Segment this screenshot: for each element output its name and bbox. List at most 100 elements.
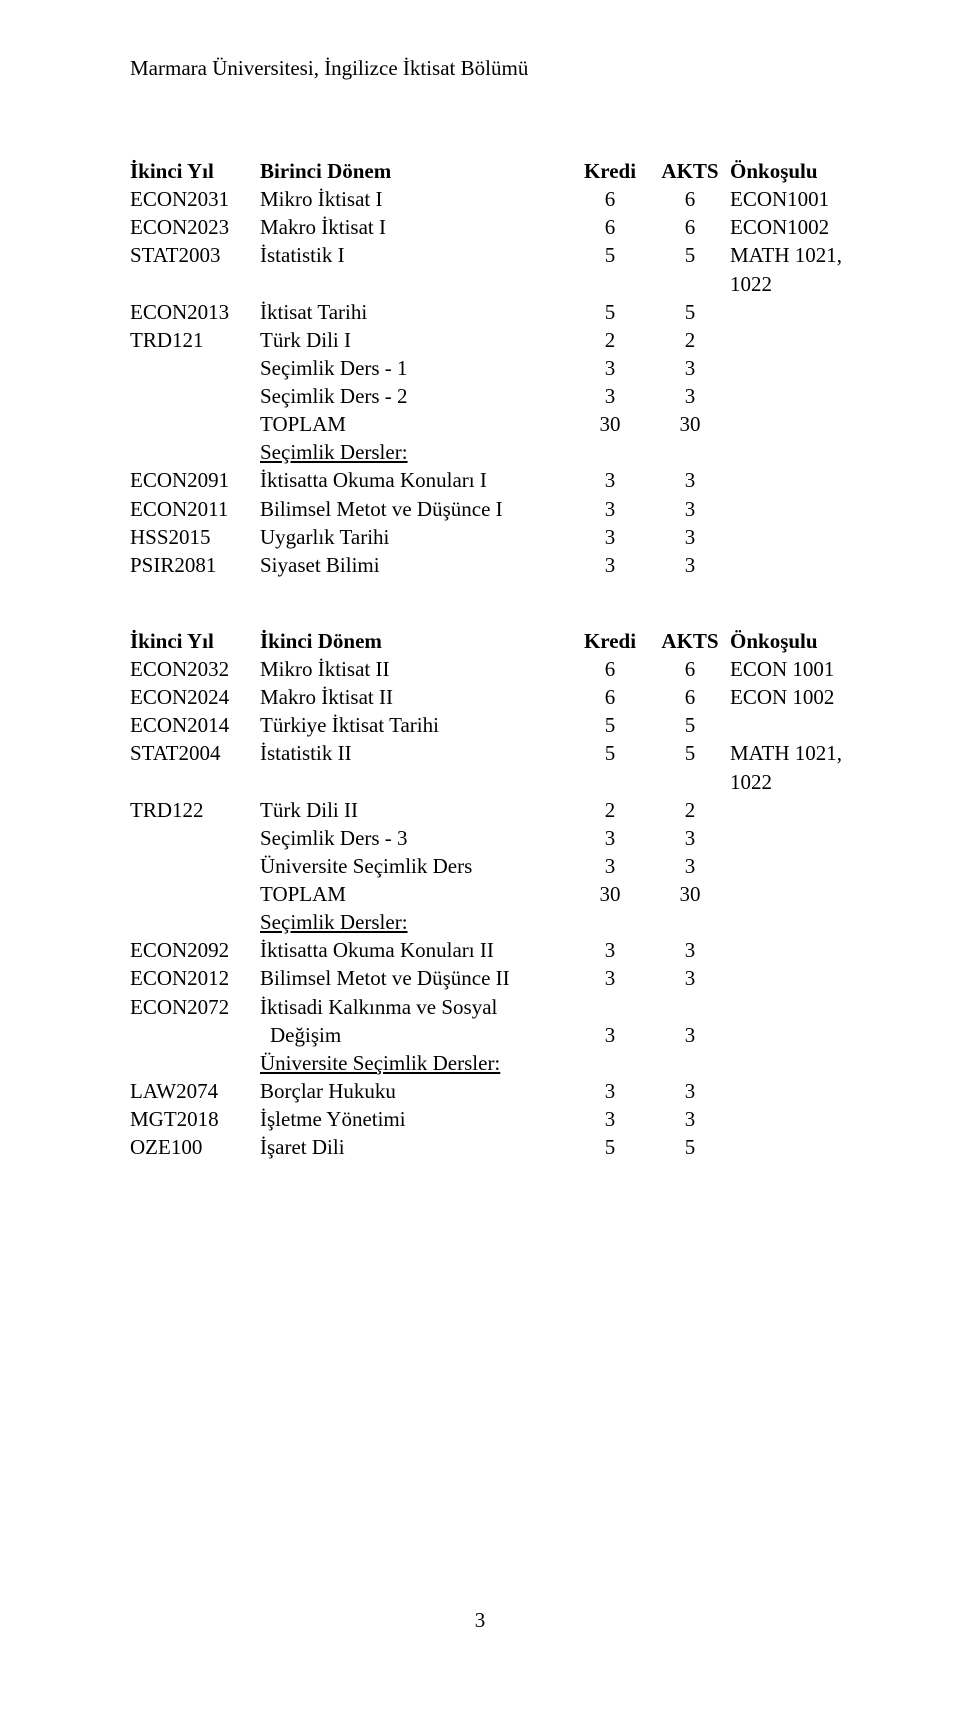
cell-code: TRD122 [130,796,260,824]
cell-akts: 6 [650,185,730,213]
page-number: 3 [0,1608,960,1633]
table-row: ECON2032Mikro İktisat II66ECON 1001 [130,655,850,683]
cell-akts: 5 [650,298,730,326]
table-row: ECON2011Bilimsel Metot ve Düşünce I33 [130,495,850,523]
cell-prereq: ECON 1001 [730,655,850,683]
cell-akts: 3 [650,824,730,852]
cell-prereq: ECON 1002 [730,683,850,711]
university-elective-heading: Üniversite Seçimlik Dersler: [260,1049,570,1077]
table-row: ECON2072 İktisadi Kalkınma ve Sosyal [130,993,850,1021]
cell-code: LAW2074 [130,1077,260,1105]
head-code: İkinci Yıl [130,157,260,185]
cell-name: İktisadi Kalkınma ve Sosyal [260,993,570,1021]
cell-akts: 5 [650,1133,730,1161]
head-name: İkinci Dönem [260,627,570,655]
cell-name: Türkiye İktisat Tarihi [260,711,570,739]
cell-code: ECON2072 [130,993,260,1021]
table-head-row: İkinci Yıl Birinci Dönem Kredi AKTS Önko… [130,157,850,185]
table-row-continuation: Değişim 3 3 [130,1021,850,1049]
cell-kredi: 2 [570,796,650,824]
elective-rows: ECON2092İktisatta Okuma Konuları II33ECO… [130,936,850,992]
table-row: ECON2031Mikro İktisat I66ECON1001 [130,185,850,213]
cell-kredi: 3 [570,466,650,494]
cell-kredi: 30 [570,880,650,908]
cell-akts: 5 [650,739,730,767]
cell-code: PSIR2081 [130,551,260,579]
cell-kredi: 5 [570,1133,650,1161]
cell-code: HSS2015 [130,523,260,551]
head-pre: Önkoşulu [730,627,850,655]
head-name: Birinci Dönem [260,157,570,185]
table-row: LAW2074Borçlar Hukuku33 [130,1077,850,1105]
cell-name: Üniversite Seçimlik Ders [260,852,570,880]
table-row: ECON2014Türkiye İktisat Tarihi55 [130,711,850,739]
cell-akts: 3 [650,466,730,494]
elective-heading-row: Seçimlik Dersler: [130,908,850,936]
cell-kredi: 2 [570,326,650,354]
cell-name: Makro İktisat I [260,213,570,241]
table-row: HSS2015Uygarlık Tarihi33 [130,523,850,551]
cell-name: Mikro İktisat II [260,655,570,683]
head-kredi: Kredi [570,627,650,655]
cell-code: ECON2023 [130,213,260,241]
cell-kredi: 3 [570,1077,650,1105]
cell-code: ECON2091 [130,466,260,494]
table-row: PSIR2081Siyaset Bilimi33 [130,551,850,579]
table-row: Seçimlik Ders - 233 [130,382,850,410]
semester-block-1: İkinci Yıl Birinci Dönem Kredi AKTS Önko… [130,157,850,579]
table-row: Seçimlik Ders - 133 [130,354,850,382]
cell-name: Siyaset Bilimi [260,551,570,579]
cell-akts: 3 [650,1021,730,1049]
table-row: ECON2023Makro İktisat I66ECON1002 [130,213,850,241]
cell-akts: 5 [650,241,730,269]
cell-code: ECON2013 [130,298,260,326]
cell-akts: 30 [650,880,730,908]
cell-code: ECON2012 [130,964,260,992]
cell-name: İstatistik I [260,241,570,269]
table-row: TOPLAM3030 [130,880,850,908]
cell-akts: 6 [650,655,730,683]
elective-rows: ECON2091İktisatta Okuma Konuları I33ECON… [130,466,850,579]
head-kredi: Kredi [570,157,650,185]
cell-kredi: 5 [570,241,650,269]
cell-prereq: ECON1001 [730,185,850,213]
cell-kredi: 3 [570,354,650,382]
table-row: MGT2018İşletme Yönetimi33 [130,1105,850,1133]
cell-name-line2: Değişim [260,1021,570,1049]
cell-name: İktisatta Okuma Konuları II [260,936,570,964]
cell-akts: 3 [650,1077,730,1105]
cell-akts: 3 [650,936,730,964]
cell-kredi: 5 [570,298,650,326]
cell-name: Seçimlik Ders - 1 [260,354,570,382]
cell-kredi: 6 [570,213,650,241]
cell-akts: 3 [650,382,730,410]
cell-name: Seçimlik Ders - 3 [260,824,570,852]
table-head-row: İkinci Yıl İkinci Dönem Kredi AKTS Önkoş… [130,627,850,655]
cell-akts: 3 [650,852,730,880]
cell-name: İktisat Tarihi [260,298,570,326]
cell-kredi: 3 [570,382,650,410]
cell-akts: 3 [650,1105,730,1133]
cell-name: İstatistik II [260,739,570,767]
cell-akts: 3 [650,551,730,579]
cell-akts: 6 [650,683,730,711]
elective-heading: Seçimlik Dersler: [260,908,570,936]
cell-akts: 3 [650,523,730,551]
cell-name: Bilimsel Metot ve Düşünce II [260,964,570,992]
page: Marmara Üniversitesi, İngilizce İktisat … [0,0,960,1719]
cell-akts: 30 [650,410,730,438]
cell-kredi: 3 [570,551,650,579]
cell-code: STAT2004 [130,739,260,767]
cell-kredi: 6 [570,683,650,711]
cell-code: ECON2014 [130,711,260,739]
elective-heading: Seçimlik Dersler: [260,438,570,466]
university-elective-rows: LAW2074Borçlar Hukuku33MGT2018İşletme Yö… [130,1077,850,1161]
page-header: Marmara Üniversitesi, İngilizce İktisat … [130,56,850,81]
cell-code: ECON2092 [130,936,260,964]
cell-prereq: MATH 1021, 1022 [730,241,850,297]
table-row: ECON2024Makro İktisat II66ECON 1002 [130,683,850,711]
cell-kredi: 3 [570,523,650,551]
table-row: Üniversite Seçimlik Ders33 [130,852,850,880]
cell-name: İşaret Dili [260,1133,570,1161]
cell-kredi: 5 [570,711,650,739]
